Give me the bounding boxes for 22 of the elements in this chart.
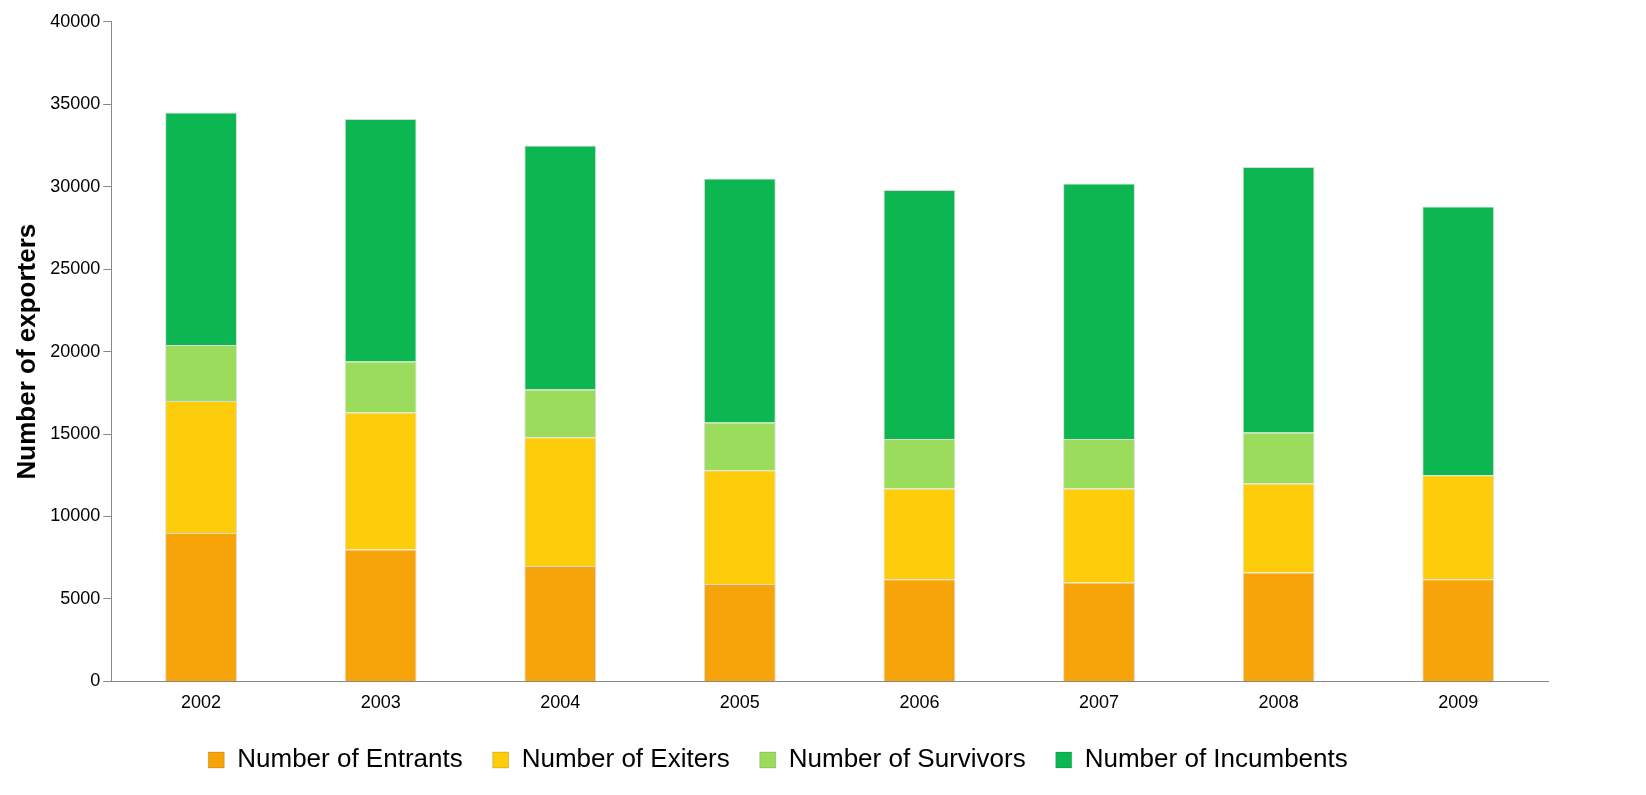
y-tick-label: 25000 [50,258,101,279]
x-tick-label: 2007 [1078,692,1120,713]
x-tick-label: 2002 [181,692,222,713]
y-tick-label: 35000 [50,93,101,114]
y-tick-label: 5000 [60,587,101,608]
y-tick-label: 30000 [50,175,101,196]
x-tick-label: 2008 [1258,692,1299,713]
legend-label: Number of Exiters [521,743,730,774]
x-tick-label: 2004 [540,692,581,713]
x-tick-label: 2003 [360,692,401,713]
legend-label: Number of Incumbents [1084,743,1348,774]
y-tick-label: 0 [90,670,101,691]
y-tick-label: 15000 [50,423,101,444]
legend-label: Number of Survivors [788,743,1026,774]
y-tick-label: 20000 [50,340,101,361]
y-tick-label: 40000 [50,10,101,31]
x-tick-label: 2009 [1438,692,1479,713]
y-axis-title: Number of exporters [10,223,41,480]
legend-label: Number of Entrants [237,743,463,774]
x-tick-label: 2005 [719,692,760,713]
y-tick-label: 10000 [50,505,101,526]
x-tick-label: 2006 [899,692,940,713]
